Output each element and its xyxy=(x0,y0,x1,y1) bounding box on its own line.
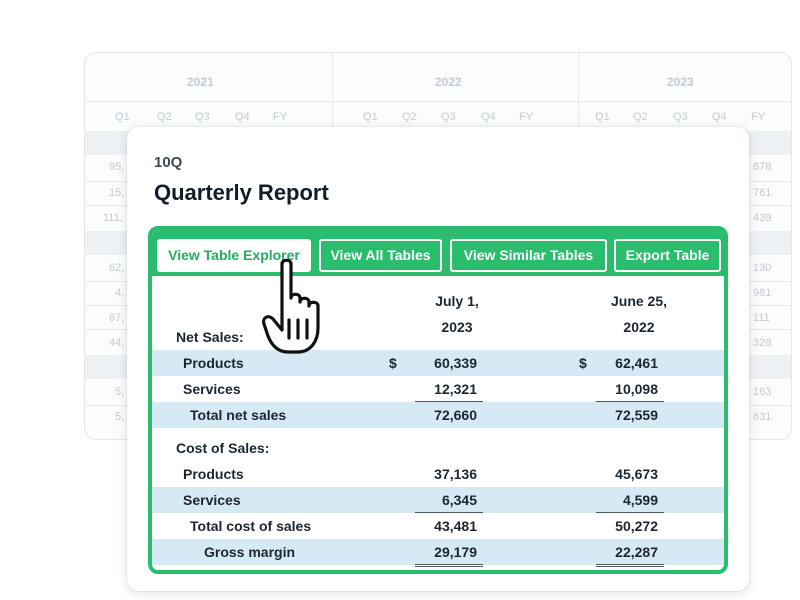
subtotal-rule xyxy=(596,512,664,513)
cell-value: 45,673 xyxy=(615,466,658,482)
bg-cell: 67, xyxy=(109,312,125,324)
bg-quarter: Q3 xyxy=(673,111,688,123)
table-toolbar: View Table Explorer View All Tables View… xyxy=(152,230,724,276)
bg-cell: 761 xyxy=(753,187,772,199)
cell-value: 43,481 xyxy=(434,518,477,534)
cell-value: 4,599 xyxy=(622,492,658,508)
bg-year-label: 2022 xyxy=(435,75,462,89)
bg-quarter: Q2 xyxy=(402,111,417,123)
row-label: Products xyxy=(183,466,244,482)
bg-cell: 163 xyxy=(753,386,772,398)
page-title: Quarterly Report xyxy=(154,180,329,205)
bg-year-label: 2023 xyxy=(667,75,694,89)
bg-quarter: FY xyxy=(273,111,288,123)
row-label: Services xyxy=(183,492,241,508)
cell-value: 72,660 xyxy=(434,407,477,423)
subtotal-rule xyxy=(415,512,483,513)
table-row: Services 12,321 10,098 xyxy=(152,376,724,402)
bg-quarter: Q2 xyxy=(157,111,172,123)
subtotal-rule xyxy=(596,401,664,402)
view-table-explorer-button[interactable]: View Table Explorer xyxy=(157,239,311,272)
hand-pointer-icon xyxy=(262,258,320,354)
cell-value: 72,559 xyxy=(615,407,658,423)
bg-quarter: Q3 xyxy=(195,111,210,123)
bg-quarter: Q4 xyxy=(481,111,496,123)
bg-cell: 44, xyxy=(109,337,125,349)
currency-symbol: $ xyxy=(389,355,397,371)
cell-value: 62,461 xyxy=(615,355,658,371)
bg-quarter: FY xyxy=(751,111,766,123)
bg-divider xyxy=(578,53,579,173)
bg-cell: 62, xyxy=(109,262,125,274)
table-row: Services 6,345 4,599 xyxy=(152,487,724,513)
bg-cell: 111 xyxy=(753,312,770,324)
cell-value: 6,345 xyxy=(441,492,477,508)
bg-divider xyxy=(332,53,333,173)
bg-cell: 5, xyxy=(115,386,125,398)
table-row: Total net sales 72,660 72,559 xyxy=(152,402,724,428)
cell-value: 22,287 xyxy=(615,544,658,560)
row-label: Total cost of sales xyxy=(190,518,312,534)
export-table-button[interactable]: Export Table xyxy=(614,239,721,272)
column-header: July 1, 2023 xyxy=(435,293,479,335)
row-label: Products xyxy=(183,355,244,371)
bg-cell: 678 xyxy=(753,161,772,173)
cell-value: 12,321 xyxy=(434,381,477,397)
bg-cell: 439 xyxy=(753,212,772,224)
table-row: Products $ 60,339 $ 62,461 xyxy=(152,350,724,376)
bg-cell: 95, xyxy=(109,161,125,173)
cell-value: 60,339 xyxy=(434,355,477,371)
bg-cell: 631 xyxy=(753,411,772,423)
bg-quarter: FY xyxy=(519,111,534,123)
section-label-cost-of-sales: Cost of Sales: xyxy=(176,440,270,456)
bg-divider xyxy=(85,101,791,102)
currency-symbol: $ xyxy=(579,355,587,371)
bg-quarter: Q1 xyxy=(115,111,130,123)
bg-quarter: Q2 xyxy=(633,111,648,123)
table-panel: View Table Explorer View All Tables View… xyxy=(148,226,728,574)
view-similar-tables-button[interactable]: View Similar Tables xyxy=(450,239,607,272)
column-header: June 25, 2022 xyxy=(610,293,668,335)
bg-cell: 5, xyxy=(115,411,125,423)
row-label: Services xyxy=(183,381,241,397)
cell-value: 10,098 xyxy=(615,381,658,397)
row-label: Total net sales xyxy=(190,407,287,423)
bg-cell: 15, xyxy=(109,187,125,199)
table-row: Gross margin 29,179 22,287 xyxy=(152,539,724,565)
total-double-rule xyxy=(415,564,483,567)
subtotal-rule xyxy=(415,401,483,402)
bg-quarter: Q1 xyxy=(363,111,378,123)
bg-quarter: Q1 xyxy=(595,111,610,123)
bg-cell: 130 xyxy=(753,262,772,274)
bg-cell: 328 xyxy=(753,337,772,349)
report-card: 10Q Quarterly Report View Table Explorer… xyxy=(127,127,749,591)
bg-quarter: Q4 xyxy=(712,111,727,123)
bg-cell: 4, xyxy=(115,287,125,299)
table-row: Total cost of sales 43,481 50,272 xyxy=(152,513,724,539)
section-label-net-sales: Net Sales: xyxy=(176,329,244,345)
total-double-rule xyxy=(596,564,664,567)
bg-cell: 981 xyxy=(753,287,772,299)
bg-quarter: Q3 xyxy=(441,111,456,123)
cell-value: 37,136 xyxy=(434,466,477,482)
cell-value: 50,272 xyxy=(615,518,658,534)
bg-quarter: Q4 xyxy=(235,111,250,123)
view-all-tables-button[interactable]: View All Tables xyxy=(319,239,442,272)
bg-year-label: 2021 xyxy=(187,75,214,89)
table-row: Products 37,136 45,673 xyxy=(152,461,724,487)
cell-value: 29,179 xyxy=(434,544,477,560)
row-label: Gross margin xyxy=(204,544,296,560)
document-type: 10Q xyxy=(154,154,183,171)
bg-cell: 111, xyxy=(103,212,123,224)
